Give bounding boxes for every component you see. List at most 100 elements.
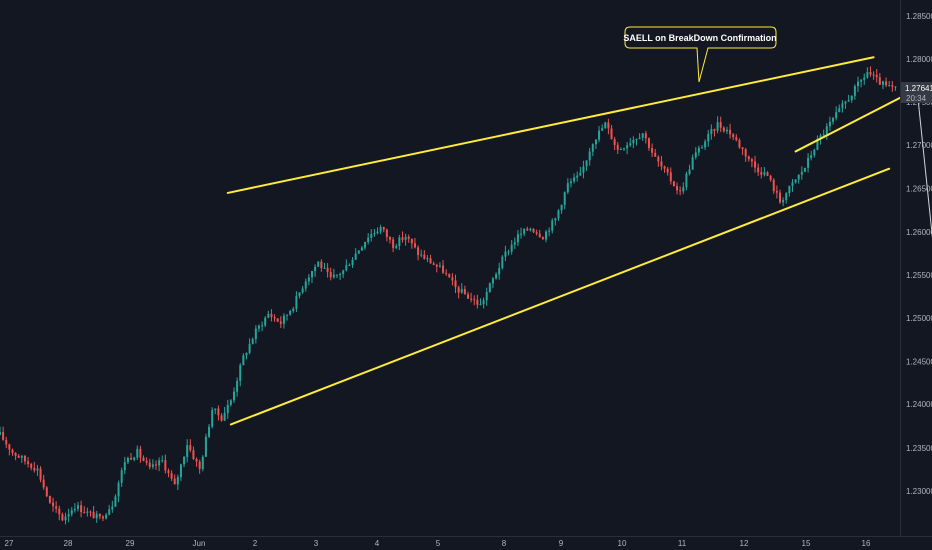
candle-body — [423, 254, 426, 259]
candle — [479, 298, 482, 306]
y-tick-label: 1.24500 — [906, 357, 932, 366]
candle — [791, 179, 794, 192]
candle — [417, 245, 420, 261]
candle — [23, 454, 26, 465]
candle — [697, 145, 700, 156]
candle — [360, 245, 363, 251]
candle — [130, 452, 133, 460]
candle-body — [130, 457, 133, 460]
candle-body — [707, 134, 710, 142]
candle-body — [881, 81, 884, 85]
candle — [70, 507, 73, 517]
candle — [364, 241, 367, 250]
candle — [30, 462, 33, 471]
candle — [853, 84, 856, 100]
candle-body — [735, 137, 738, 141]
sell-callout[interactable]: SAELL on BreakDown Confirmation — [623, 26, 777, 83]
candle — [376, 227, 379, 235]
candle-body — [220, 415, 223, 421]
candle — [545, 229, 547, 243]
candle-body — [139, 448, 142, 458]
candle — [613, 136, 616, 151]
candle-body — [420, 254, 423, 256]
candle — [226, 399, 229, 419]
candle — [647, 137, 650, 151]
x-tick-label: 29 — [126, 539, 135, 548]
trendline[interactable] — [226, 56, 875, 194]
candle — [67, 508, 70, 523]
candle — [8, 443, 11, 456]
candle — [638, 133, 641, 140]
candle — [317, 261, 320, 268]
candle-body — [498, 268, 501, 275]
candle-body — [382, 227, 385, 230]
candle — [881, 80, 884, 90]
y-tick-label: 1.27000 — [906, 141, 932, 150]
candle-body — [367, 237, 370, 242]
candle-body — [766, 172, 769, 176]
candle-body — [317, 261, 320, 267]
candle — [538, 229, 541, 238]
candle-body — [629, 143, 632, 146]
candle-body — [694, 152, 697, 158]
candle — [204, 433, 207, 458]
candle — [691, 154, 694, 170]
candle-body — [623, 148, 625, 150]
time-axis[interactable]: 27 28 29 Jun 2 3 4 5 8 9 10 11 12 15 16 — [0, 536, 932, 549]
candle — [164, 454, 167, 474]
candle — [52, 497, 55, 512]
candle — [535, 229, 538, 236]
candle — [136, 445, 139, 460]
trendline[interactable] — [794, 96, 903, 153]
candle — [295, 291, 298, 313]
candle-body — [713, 129, 716, 131]
candle-body — [875, 74, 878, 78]
candle — [33, 461, 36, 473]
trendline[interactable] — [229, 167, 891, 426]
candle — [850, 95, 853, 103]
candle-body — [576, 175, 579, 178]
candle-body — [170, 473, 173, 479]
candle — [610, 124, 613, 140]
price-axis[interactable]: 1.23000 1.24000 1.25000 1.26000 1.27000 1.280… — [900, 0, 932, 536]
candle-body — [807, 157, 810, 168]
candle — [775, 185, 778, 199]
candle — [694, 147, 697, 160]
candle — [432, 261, 435, 266]
candle — [504, 245, 507, 262]
candle-body — [254, 328, 257, 340]
candle-body — [563, 192, 566, 205]
callout-text: SAELL on BreakDown Confirmation — [623, 33, 776, 43]
candle — [301, 285, 304, 294]
last-price-badge: 1.27641 20:34 — [901, 82, 932, 103]
candle-body — [869, 72, 872, 75]
candle — [551, 218, 554, 234]
trendline-annotations[interactable] — [226, 56, 932, 426]
candle-body — [676, 186, 679, 191]
candle — [507, 249, 510, 256]
candle — [45, 486, 48, 498]
candle-body — [591, 144, 594, 152]
candle — [105, 512, 108, 520]
x-tick-label: 9 — [559, 539, 564, 548]
projection-arrow[interactable] — [916, 91, 932, 422]
candle-body — [657, 156, 660, 162]
candle — [20, 454, 23, 463]
candle — [604, 121, 607, 129]
candle — [532, 228, 535, 234]
candle — [860, 78, 863, 88]
candle-body — [370, 234, 373, 238]
candle-body — [672, 181, 675, 187]
candle — [663, 165, 666, 173]
candle — [382, 226, 385, 233]
candle-body — [73, 508, 76, 511]
candle-body — [242, 355, 245, 366]
candle — [173, 474, 176, 485]
candle-body — [142, 457, 145, 461]
candle — [701, 145, 703, 149]
candle-body — [111, 506, 114, 510]
candle — [398, 234, 401, 251]
candle — [660, 155, 663, 171]
candle — [217, 405, 220, 421]
